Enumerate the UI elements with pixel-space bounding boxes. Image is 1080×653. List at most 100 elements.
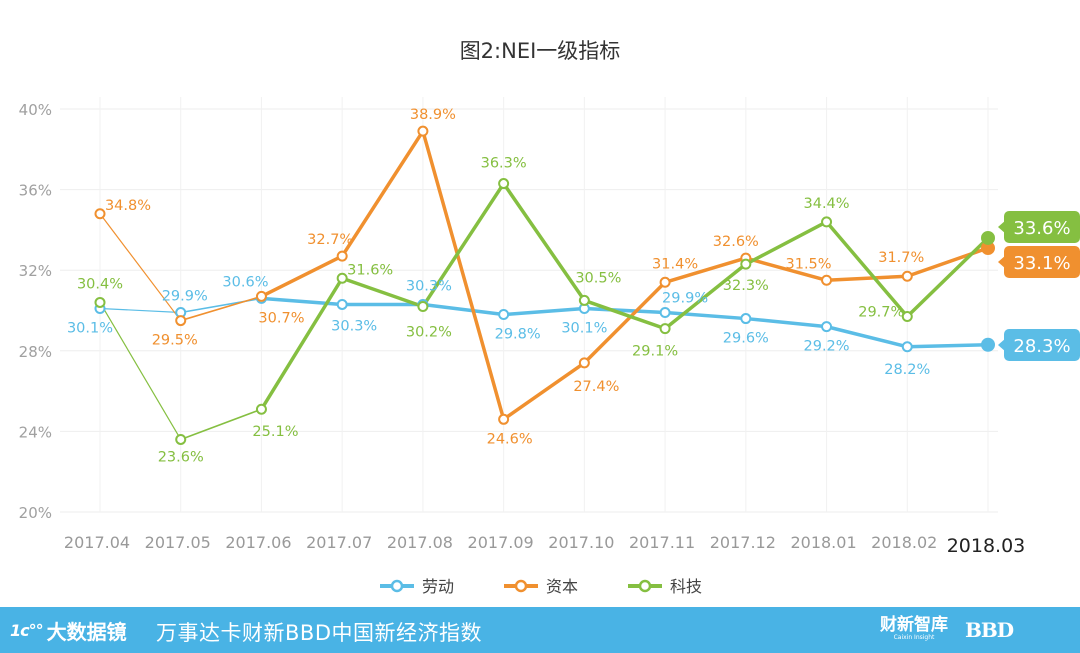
legend-marker xyxy=(390,579,404,593)
data-labels: 30.1% 29.9% 30.6% 30.3% 30.3% 29.8% 30.1% 29.9%… xyxy=(67,107,1080,465)
series-tech-value-label: 36.3% xyxy=(481,156,527,172)
brand-name: 大数据镜 xyxy=(46,619,127,644)
badge-box xyxy=(1004,246,1080,278)
series-labor-line xyxy=(261,296,989,349)
series-capital-point xyxy=(578,357,590,369)
series-labor-value-label: 30.1% xyxy=(561,320,607,336)
series-labor-point xyxy=(901,341,913,353)
legend-item-tech[interactable]: 科技 xyxy=(628,577,702,596)
series-capital-value-label: 32.6% xyxy=(713,234,759,250)
series-capital-value-label: 38.9% xyxy=(410,107,456,123)
legend-item-capital[interactable]: 资本 xyxy=(504,577,578,596)
series-tech-point xyxy=(255,403,267,415)
brand-mark: 1c°° xyxy=(10,620,44,640)
series-labor-value-label: 28.2% xyxy=(884,362,930,378)
legend-label: 劳动 xyxy=(422,577,454,596)
legend-marker xyxy=(638,579,652,593)
series-labor-first-segment xyxy=(99,307,181,314)
series-capital-value-label: 34.8% xyxy=(105,198,151,214)
series-capital-value-label: 24.6% xyxy=(487,431,533,447)
series-tech-value-label: 29.1% xyxy=(632,344,678,360)
series-tech-point xyxy=(821,216,833,228)
chart-title: 图2:NEI一级指标 xyxy=(460,39,621,63)
index-title: 万事达卡财新BBD中国新经济指数 xyxy=(156,621,482,645)
series-tech-value-label: 25.1% xyxy=(252,424,298,440)
footer-banner: 1c°° 大数据镜 万事达卡财新BBD中国新经济指数 财新智库 Caixin I… xyxy=(0,607,1080,653)
series-capital-segment xyxy=(180,295,262,322)
series-labor-point xyxy=(336,298,348,310)
caixin-insight-logo: 财新智库 Caixin Insight xyxy=(880,616,948,642)
series-tech-point xyxy=(981,230,995,245)
x-tick-label: 2017.11 xyxy=(629,533,695,552)
x-tick-label: 2017.09 xyxy=(468,533,534,552)
x-tick-label: 2017.12 xyxy=(710,533,776,552)
series-tech-point xyxy=(659,323,671,335)
series-capital-point xyxy=(255,290,267,302)
legend-item-labor[interactable]: 劳动 xyxy=(380,577,454,596)
series-labor-point xyxy=(821,321,833,333)
series-capital-point xyxy=(175,315,187,327)
y-tick-label: 32% xyxy=(19,262,52,280)
series-labor-value-label: 29.9% xyxy=(162,289,208,305)
series-labor-value-label: 30.6% xyxy=(222,274,268,290)
bigdata-mirror-logo: 1c°° 大数据镜 xyxy=(10,615,127,645)
series-labor-point xyxy=(981,337,995,352)
series-labor-value-label: 29.9% xyxy=(662,291,708,307)
series-tech-value-label: 31.6% xyxy=(347,262,393,278)
axes: 20% 24% 28% 32% 36% 40% 2017.04 2017.05 2017.06 2… xyxy=(19,101,1026,557)
y-tick-label: 28% xyxy=(19,343,52,361)
series-tech-segment xyxy=(180,408,262,441)
series-tech-value-label: 34.4% xyxy=(804,196,850,212)
y-tick-label: 24% xyxy=(19,423,52,441)
x-tick-label: 2018.02 xyxy=(871,533,937,552)
series-capital-point xyxy=(336,250,348,262)
series-tech-value-label: 30.2% xyxy=(406,324,452,340)
series-labor-value-label: 29.8% xyxy=(495,327,541,343)
series-tech-first-segment xyxy=(99,302,182,440)
bbd-logo: BBD xyxy=(965,618,1014,642)
series-tech-value-label: 29.7% xyxy=(858,305,904,321)
x-tick-label: 2017.05 xyxy=(145,533,211,552)
badge-box xyxy=(1004,329,1080,361)
series-tech-point xyxy=(740,258,752,270)
series-tech-point xyxy=(578,294,590,306)
series-lines xyxy=(99,129,990,441)
series-labor-value-label: 30.1% xyxy=(67,320,113,336)
series-tech-end-badge: 33.6% xyxy=(998,211,1080,243)
series-tech-point xyxy=(417,300,429,312)
series-capital-point xyxy=(94,208,106,220)
series-capital-point xyxy=(901,270,913,282)
series-capital-value-label: 31.5% xyxy=(786,256,832,272)
series-tech-point xyxy=(901,311,913,323)
y-tick-label: 36% xyxy=(19,182,52,200)
series-capital-value-label: 30.7% xyxy=(258,310,304,326)
y-tick-label: 40% xyxy=(19,101,52,119)
series-capital-end-badge: 33.1% xyxy=(998,246,1080,278)
series-capital-value-label: 31.4% xyxy=(652,256,698,272)
series-capital-first-segment xyxy=(99,213,182,321)
badge-value: 28.3% xyxy=(1013,336,1070,357)
series-tech-point xyxy=(498,178,510,190)
caixin-sub: Caixin Insight xyxy=(893,634,935,641)
series-labor-end-badge: 28.3% xyxy=(998,329,1080,361)
series-tech-point xyxy=(336,272,348,284)
legend[interactable]: 劳动 资本 科技 xyxy=(380,577,702,596)
series-labor-value-label: 30.3% xyxy=(331,318,377,334)
series-capital-line xyxy=(260,129,989,422)
series-labor-value-label: 30.3% xyxy=(406,278,452,294)
x-tick-label: 2018.03 xyxy=(947,535,1026,557)
x-tick-label: 2017.10 xyxy=(548,533,614,552)
x-tick-label: 2017.08 xyxy=(387,533,453,552)
series-labor-point xyxy=(498,309,510,321)
legend-marker xyxy=(514,579,528,593)
series-capital-point xyxy=(498,413,510,425)
series-capital-value-label: 31.7% xyxy=(878,250,924,266)
series-labor-point xyxy=(659,307,671,319)
legend-label: 资本 xyxy=(546,577,578,596)
series-capital-point xyxy=(659,276,671,288)
series-labor-value-label: 29.2% xyxy=(804,339,850,355)
series-capital-value-label: 29.5% xyxy=(152,333,198,349)
x-tick-label: 2018.01 xyxy=(790,533,856,552)
series-capital-value-label: 27.4% xyxy=(573,379,619,395)
series-capital-value-label: 32.7% xyxy=(307,232,353,248)
